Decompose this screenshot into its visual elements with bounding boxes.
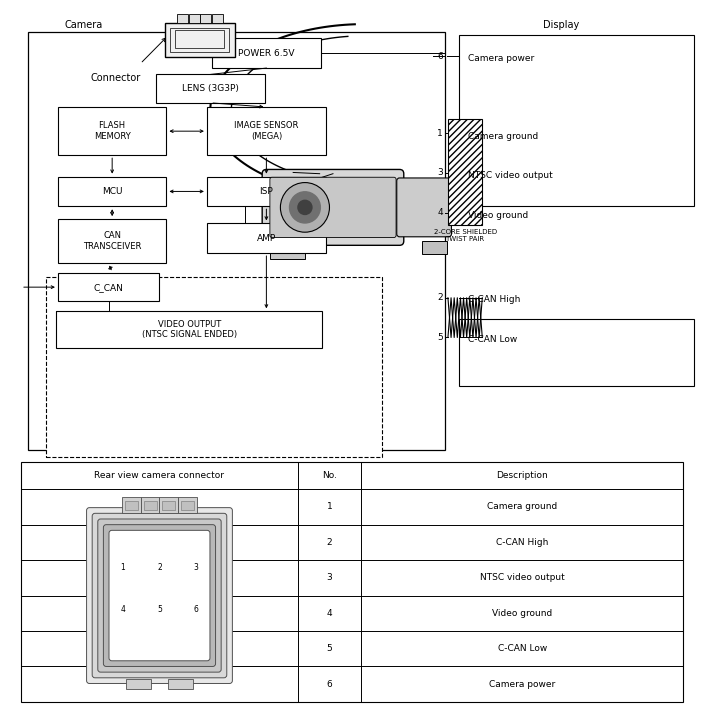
Text: C-CAN Low: C-CAN Low (498, 644, 547, 653)
Text: Rear view camera connector: Rear view camera connector (95, 471, 224, 480)
FancyBboxPatch shape (103, 525, 216, 666)
Bar (141, 497, 159, 513)
Bar (163, 501, 175, 510)
Text: Connector: Connector (90, 73, 141, 83)
Text: 6: 6 (437, 52, 443, 60)
Text: 2: 2 (437, 294, 443, 302)
Text: 6: 6 (327, 680, 332, 688)
Bar (422, 241, 447, 254)
Text: 3: 3 (327, 574, 332, 582)
Text: 4: 4 (327, 609, 332, 618)
Bar (207, 177, 326, 206)
Text: Camera ground: Camera ground (487, 503, 557, 511)
Text: 4: 4 (437, 208, 443, 217)
Text: NTSC video output: NTSC video output (468, 172, 553, 180)
Text: 4: 4 (121, 605, 125, 614)
Text: C-CAN High: C-CAN High (468, 296, 521, 304)
Text: VIDEO OUTPUT
(NTSC SIGNAL ENDED): VIDEO OUTPUT (NTSC SIGNAL ENDED) (142, 320, 237, 340)
FancyBboxPatch shape (262, 169, 404, 245)
FancyBboxPatch shape (109, 530, 210, 661)
Text: C-CAN Low: C-CAN Low (468, 335, 517, 344)
Text: IMAGE SENSOR
(MEGA): IMAGE SENSOR (MEGA) (234, 121, 299, 141)
Bar (177, 14, 188, 23)
Text: AMP: AMP (257, 234, 276, 242)
Text: POWER 6.5V: POWER 6.5V (238, 49, 294, 57)
Bar (170, 28, 229, 52)
Text: 3: 3 (437, 169, 443, 177)
Bar (212, 38, 320, 68)
Text: MCU: MCU (102, 187, 123, 196)
Text: 5: 5 (157, 605, 162, 614)
Text: FLASH
MEMORY: FLASH MEMORY (94, 121, 130, 141)
Text: 2: 2 (327, 538, 332, 547)
Text: Display: Display (543, 21, 579, 30)
Bar (270, 241, 305, 259)
Circle shape (290, 191, 320, 223)
Bar (168, 679, 193, 689)
Text: C_CAN: C_CAN (94, 283, 123, 291)
FancyBboxPatch shape (397, 178, 451, 237)
Bar (57, 273, 159, 301)
Circle shape (298, 201, 312, 214)
Text: Camera ground: Camera ground (468, 132, 538, 140)
FancyBboxPatch shape (97, 519, 222, 672)
Text: Camera power: Camera power (489, 680, 555, 688)
Text: CAN
TRANSCEIVER: CAN TRANSCEIVER (83, 231, 142, 251)
Text: 1: 1 (121, 563, 125, 571)
Bar (448, 119, 482, 225)
Text: 3: 3 (193, 563, 198, 571)
Bar (160, 497, 178, 513)
Bar (126, 679, 151, 689)
Text: Camera: Camera (65, 21, 103, 30)
Bar (459, 35, 694, 206)
Text: 1: 1 (437, 129, 443, 138)
Bar (459, 319, 694, 386)
Text: 6: 6 (193, 605, 198, 614)
Bar (57, 219, 167, 263)
FancyBboxPatch shape (92, 513, 227, 678)
Bar (144, 501, 156, 510)
Text: ISP: ISP (259, 187, 273, 196)
Bar (122, 497, 140, 513)
Bar (200, 14, 211, 23)
Bar (57, 177, 167, 206)
Bar (189, 14, 200, 23)
Text: No.: No. (322, 471, 337, 480)
Bar (125, 501, 137, 510)
Bar (156, 74, 264, 103)
Text: NTSC video output: NTSC video output (480, 574, 564, 582)
Bar (178, 497, 196, 513)
Bar (207, 107, 326, 155)
Text: 2-CORE SHIELDED
TWIST PAIR: 2-CORE SHIELDED TWIST PAIR (433, 229, 497, 242)
Bar (181, 501, 193, 510)
Text: 2: 2 (157, 563, 162, 571)
Text: Description: Description (496, 471, 548, 480)
FancyBboxPatch shape (86, 508, 233, 683)
Bar (57, 107, 167, 155)
Bar (212, 14, 223, 23)
Bar (56, 311, 322, 348)
Text: 5: 5 (437, 333, 443, 342)
Bar (28, 32, 445, 450)
Circle shape (280, 182, 329, 233)
FancyBboxPatch shape (270, 177, 396, 238)
Bar (207, 223, 326, 253)
Bar (21, 462, 683, 702)
Text: Video ground: Video ground (492, 609, 552, 618)
Bar (175, 30, 224, 48)
Bar (165, 23, 235, 57)
Text: Video ground: Video ground (468, 211, 529, 220)
Text: LENS (3G3P): LENS (3G3P) (182, 84, 239, 93)
Text: 5: 5 (327, 644, 332, 653)
Text: 1: 1 (327, 503, 332, 511)
Text: C-CAN High: C-CAN High (496, 538, 548, 547)
Bar (46, 277, 382, 457)
Text: Camera power: Camera power (468, 54, 535, 62)
